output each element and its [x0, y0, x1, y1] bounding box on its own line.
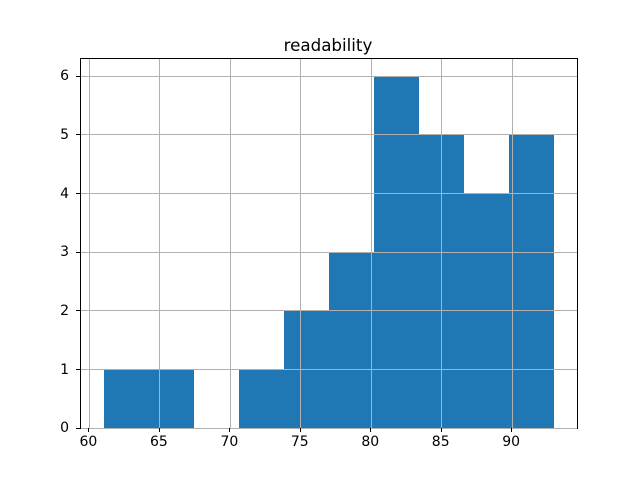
histogram-bar [103, 369, 149, 429]
x-gridline [441, 58, 443, 429]
plot-area [80, 57, 578, 430]
y-tick-label: 5 [60, 126, 69, 143]
y-gridline [81, 134, 577, 136]
y-tick-label: 1 [60, 361, 69, 378]
y-gridline [81, 193, 577, 195]
histogram-bar [148, 369, 194, 429]
x-tick-label: 60 [79, 434, 98, 451]
y-gridline [81, 427, 577, 429]
x-tick-label: 75 [290, 434, 309, 451]
x-tick-mark [440, 428, 442, 433]
y-tick-label: 3 [60, 244, 69, 261]
y-tick-mark [76, 134, 80, 136]
y-tick-mark [76, 193, 80, 195]
y-tick-mark [76, 369, 80, 371]
y-gridline [81, 369, 577, 371]
x-tick-label: 65 [149, 434, 168, 451]
x-gridline [159, 58, 161, 429]
x-tick-mark [88, 428, 90, 433]
y-tick-label: 4 [60, 185, 69, 202]
x-tick-label: 70 [220, 434, 239, 451]
x-gridline [88, 58, 90, 429]
y-tick-mark [76, 310, 80, 312]
x-gridline [370, 58, 372, 429]
y-gridline [81, 75, 577, 77]
x-tick-mark [511, 428, 513, 433]
histogram-bar [238, 369, 284, 429]
x-gridline [511, 58, 513, 429]
x-tick-mark [370, 428, 372, 433]
y-gridline [81, 251, 577, 253]
y-tick-label: 0 [60, 420, 69, 437]
x-tick-mark [229, 428, 231, 433]
x-gridline [229, 58, 231, 429]
y-tick-mark [76, 251, 80, 253]
chart-title: readability [283, 35, 373, 55]
x-tick-mark [158, 428, 160, 433]
x-tick-label: 90 [502, 434, 521, 451]
x-gridline [300, 58, 302, 429]
y-tick-mark [76, 75, 80, 77]
histogram-bar [509, 134, 555, 429]
y-gridline [81, 310, 577, 312]
y-tick-label: 6 [60, 68, 69, 85]
x-tick-mark [299, 428, 301, 433]
x-tick-label: 85 [431, 434, 450, 451]
histogram-bar [329, 252, 375, 429]
x-tick-label: 80 [361, 434, 380, 451]
y-tick-mark [76, 427, 80, 429]
y-tick-label: 2 [60, 302, 69, 319]
